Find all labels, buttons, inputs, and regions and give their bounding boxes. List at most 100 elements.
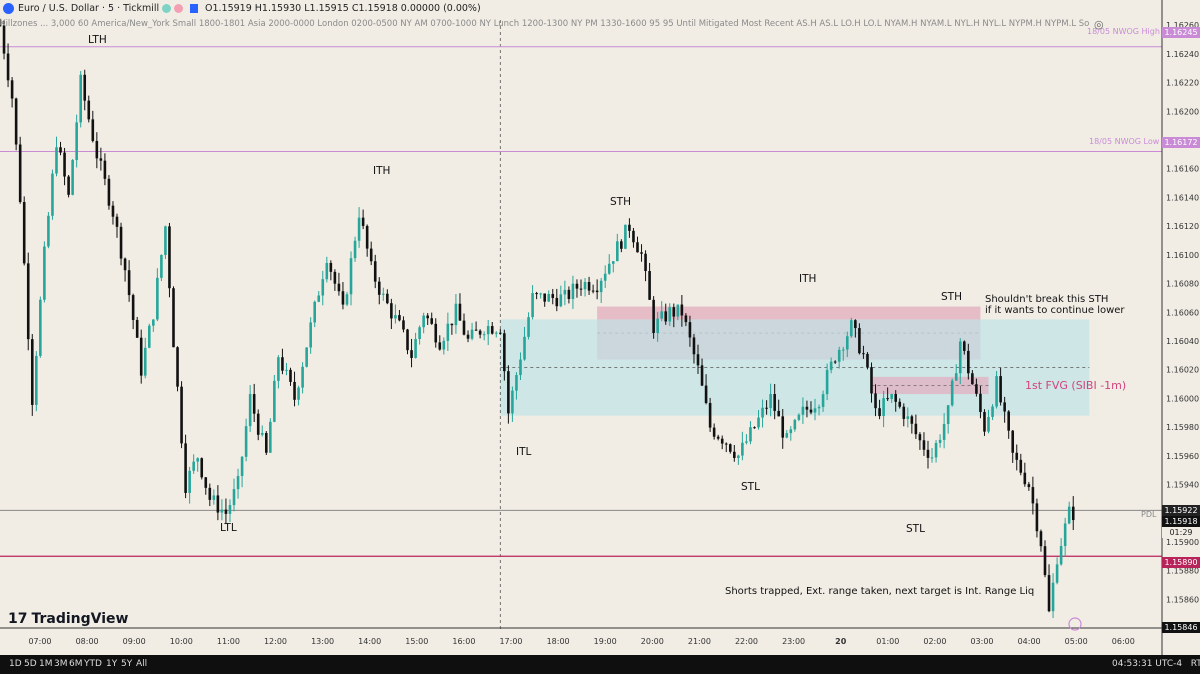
candle-body — [611, 261, 615, 264]
candle-body — [728, 444, 732, 452]
candle-body — [950, 380, 954, 406]
candle-body — [785, 433, 789, 438]
candle-body — [979, 393, 982, 412]
symbol-title[interactable]: Euro / U.S. Dollar · 5 · Tickmill — [18, 3, 160, 14]
dot-icon — [174, 4, 183, 13]
flag-icon[interactable] — [190, 4, 198, 13]
candle-body — [539, 293, 542, 295]
candle-body — [894, 393, 898, 402]
candle-body — [83, 74, 87, 101]
candle-body — [507, 371, 510, 414]
candle-body — [543, 293, 546, 302]
candle-body — [962, 341, 966, 351]
candle-body — [652, 299, 655, 333]
time-tick-label: 18:00 — [547, 637, 570, 646]
timeframe-1m[interactable]: 1M — [39, 659, 53, 669]
candle-body — [402, 320, 405, 330]
zones-layer — [500, 306, 1090, 416]
candle-body — [886, 398, 889, 400]
candle-body — [470, 329, 474, 339]
fvg-label: 1st FVG (SIBI -1m) — [1025, 379, 1127, 392]
tradingview-logo[interactable]: 17 TradingView — [8, 611, 128, 627]
indicator-legend[interactable]: Killzones ... 3,000 60 America/New_York … — [0, 19, 1090, 33]
timeframe-1d[interactable]: 1D — [9, 659, 22, 669]
candle-body — [906, 416, 910, 419]
candle-body — [156, 277, 159, 320]
candle-body — [700, 365, 704, 386]
candle-body — [422, 315, 425, 328]
candle-body — [527, 317, 530, 337]
candle-body — [160, 254, 163, 278]
candle-body — [733, 451, 736, 458]
session-toggle[interactable]: RTH — [1190, 659, 1200, 669]
time-tick-label: 06:00 — [1112, 637, 1135, 646]
candle-body — [1007, 411, 1010, 431]
timeframe-1y[interactable]: 1Y — [106, 659, 118, 669]
candle-body — [559, 294, 563, 307]
candle-body — [1059, 546, 1063, 565]
candle-body — [333, 271, 337, 284]
candle-body — [297, 387, 300, 400]
candle-body — [208, 487, 212, 500]
candle-body — [398, 315, 401, 321]
candle-body — [192, 461, 195, 471]
timeframe-5y[interactable]: 5Y — [121, 659, 133, 669]
pdl-label: PDL — [1141, 510, 1157, 519]
candle-body — [648, 271, 651, 300]
candle-body — [696, 354, 700, 366]
candle-body — [503, 333, 506, 372]
candle-body — [180, 386, 183, 444]
label-sth-1: STH — [610, 196, 631, 208]
candle-body — [127, 270, 131, 296]
time-tick-label: 04:00 — [1018, 637, 1041, 646]
candle-body — [499, 332, 502, 334]
candle-body — [668, 307, 672, 322]
candle-body — [547, 294, 551, 302]
timeframe-3m[interactable]: 3M — [54, 659, 68, 669]
candle-body — [745, 441, 748, 443]
candle-body — [115, 216, 119, 227]
candle-body — [535, 293, 538, 295]
candle-body — [567, 289, 571, 299]
visibility-icon[interactable]: ◎ — [1094, 18, 1104, 31]
candle-body — [813, 408, 817, 413]
candle-body — [874, 393, 877, 409]
candle-body — [47, 215, 50, 247]
nwog-high-label: 18/05 NWOG High — [1087, 27, 1160, 36]
candle-body — [1039, 531, 1043, 547]
price-tick-label: 1.16100 — [1166, 251, 1199, 260]
timeframe-ytd[interactable]: YTD — [84, 659, 102, 669]
candle-body — [293, 381, 296, 400]
candle-body — [446, 323, 450, 341]
candle-body — [575, 283, 579, 289]
candle-body — [341, 291, 345, 305]
timeframe-all[interactable]: All — [136, 659, 148, 669]
time-tick-label: 14:00 — [358, 637, 381, 646]
candle-body — [200, 458, 204, 478]
candle-body — [490, 326, 494, 334]
candle-body — [704, 385, 708, 403]
candle-body — [212, 495, 216, 500]
time-tick-label: 01:00 — [876, 637, 899, 646]
candle-body — [373, 261, 377, 282]
candle-body — [386, 293, 389, 304]
candle-body — [466, 334, 470, 339]
candle-body — [954, 373, 958, 381]
candle-body — [107, 178, 111, 206]
candle-body — [926, 449, 930, 458]
price-axis[interactable]: 1.162601.162401.162201.162001.161801.161… — [1166, 21, 1199, 604]
candle-body — [757, 417, 760, 428]
time-axis[interactable]: 07:00 08:00 09:00 10:00 11:00 12:00 13:00 14:00… — [28, 637, 1134, 646]
timeframe-6m[interactable]: 6M — [69, 659, 83, 669]
candle-body — [870, 367, 873, 394]
price-tick-label: 1.16260 — [1166, 21, 1199, 30]
candle-body — [6, 53, 10, 81]
candle-body — [458, 303, 462, 321]
candle-body — [583, 282, 587, 290]
timeframe-5d[interactable]: 5D — [24, 659, 37, 669]
time-tick-label: 16:00 — [452, 637, 475, 646]
candle-body — [741, 442, 744, 456]
candle-body — [353, 240, 357, 259]
candle-body — [801, 406, 805, 415]
